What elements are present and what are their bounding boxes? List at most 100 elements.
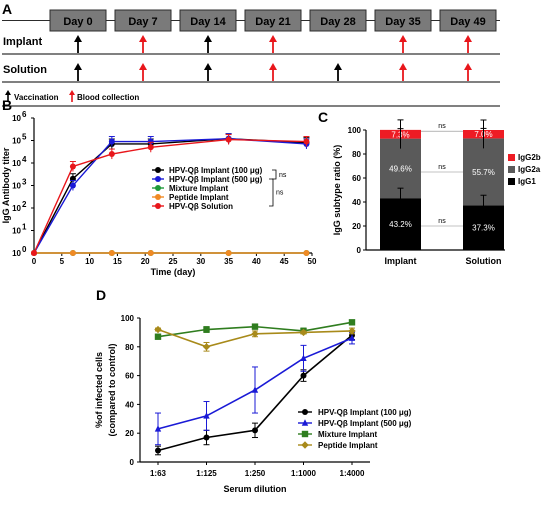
day-label-6: Day 49	[450, 16, 485, 28]
data-point	[348, 319, 356, 326]
arrow-head	[204, 63, 212, 70]
y-tick-label: 20	[352, 222, 361, 231]
y-axis-title: %of infected cells (compared to control)	[94, 343, 117, 436]
legend-marker	[155, 176, 161, 182]
y-tick-label: 10	[12, 182, 21, 191]
arrow-head	[334, 63, 342, 70]
legend-label: Mixture Implant	[318, 430, 377, 439]
data-point	[300, 354, 307, 362]
data-point	[154, 333, 162, 340]
panel-c-letter: C	[318, 109, 328, 125]
x-tick-label: 40	[252, 257, 261, 266]
arrow-head	[204, 35, 212, 42]
data-point	[251, 330, 259, 338]
y-tick-label: 10	[12, 204, 21, 213]
data-point	[69, 250, 76, 256]
arrow-head	[139, 63, 147, 70]
arrow-head	[74, 35, 82, 42]
legend-marker	[155, 203, 161, 209]
y-axis-title: IgG subtype ratio (%)	[332, 145, 342, 236]
row-label-0: Implant	[3, 36, 42, 48]
data-point	[303, 138, 310, 145]
legend-label: Peptide Implant	[169, 193, 229, 202]
data-point	[225, 250, 232, 256]
panel-a-letter: A	[2, 1, 12, 17]
vaccination-arrow-0-0	[74, 35, 82, 53]
legend-swatch	[508, 154, 515, 161]
legend-label: HPV-Qβ Implant (100 μg)	[318, 408, 412, 417]
bar-value-label: 43.2%	[389, 220, 412, 229]
legend-marker	[302, 409, 308, 415]
arrow-head	[399, 63, 407, 70]
ns-label: ns	[438, 123, 446, 130]
legend-swatch	[508, 166, 515, 173]
x-tick-label: 0	[32, 257, 37, 266]
ns-label: ns	[438, 218, 446, 225]
blood-legend-label: Blood collection	[77, 93, 139, 102]
legend-entry-3: Peptide Implant	[298, 441, 378, 450]
panel-d-letter: D	[96, 287, 106, 303]
x-tick-label: 1:125	[196, 469, 217, 478]
y-tick-exponent: 4	[22, 155, 27, 164]
x-tick-label: 45	[280, 257, 289, 266]
day-label-2: Day 14	[190, 16, 226, 28]
day-box-5	[374, 9, 432, 32]
data-point	[154, 425, 162, 432]
x-tick-label: 1:1000	[291, 469, 316, 478]
legend-entry-0: HPV-Qβ Implant (100 μg)	[298, 408, 412, 417]
blood-arrow-1-6	[464, 63, 472, 81]
vaccination-legend-label: Vaccination	[14, 93, 59, 102]
arrow-head	[464, 63, 472, 70]
legend-marker	[155, 194, 161, 200]
x-tick-label: 35	[224, 257, 233, 266]
legend-label: Mixture Implant	[169, 184, 228, 193]
blood-arrow-1-5	[399, 63, 407, 81]
legend-label: IgG1	[518, 177, 536, 186]
blood-arrow-0-3	[269, 35, 277, 53]
x-category-label: Implant	[384, 256, 416, 266]
x-tick-label: 1:250	[245, 469, 266, 478]
bar-value-label: 55.7%	[472, 168, 495, 177]
data-point	[31, 250, 37, 256]
blood-arrow-0-6	[464, 35, 472, 53]
y-tick-label: 10	[12, 137, 21, 146]
day-box-2	[179, 9, 237, 32]
data-point	[300, 372, 307, 379]
data-point	[108, 250, 115, 256]
data-point	[348, 334, 356, 341]
legend-marker	[155, 185, 161, 191]
legend-label: HPV-Qβ Implant (500 μg)	[169, 175, 263, 184]
data-point	[147, 250, 154, 256]
vaccination-arrow-1-4	[334, 63, 342, 81]
legend-label: HPV-Qβ Implant (500 μg)	[318, 419, 412, 428]
data-point	[303, 250, 310, 256]
arrow-head	[269, 35, 277, 42]
legend-entry-1: HPV-Qβ Implant (500 μg)	[152, 175, 263, 184]
vaccination-arrow-1-2	[204, 63, 212, 81]
day-box-0	[49, 9, 107, 32]
data-point	[69, 163, 76, 170]
day-box-4	[309, 9, 367, 32]
data-point	[203, 434, 210, 441]
y-tick-label: 20	[125, 429, 134, 438]
y-tick-label: 100	[348, 126, 362, 135]
x-tick-label: 30	[196, 257, 205, 266]
data-point	[348, 327, 356, 335]
y-tick-label: 40	[125, 400, 134, 409]
y-tick-exponent: 6	[22, 110, 27, 119]
y-tick-label: 0	[130, 458, 135, 467]
data-point	[299, 328, 308, 337]
legend-marker	[301, 441, 309, 449]
data-point	[155, 447, 161, 454]
x-axis-title: Serum dilution	[224, 484, 287, 494]
x-category-label: Solution	[466, 256, 502, 266]
x-axis-title: Time (day)	[151, 267, 196, 277]
data-point	[108, 151, 115, 158]
x-tick-label: 5	[60, 257, 65, 266]
day-label-5: Day 35	[385, 16, 420, 28]
arrow-head	[464, 35, 472, 42]
x-tick-label: 10	[85, 257, 94, 266]
blood-arrow-1-3	[269, 63, 277, 81]
row-label-1: Solution	[3, 64, 47, 76]
day-label-3: Day 21	[255, 16, 290, 28]
